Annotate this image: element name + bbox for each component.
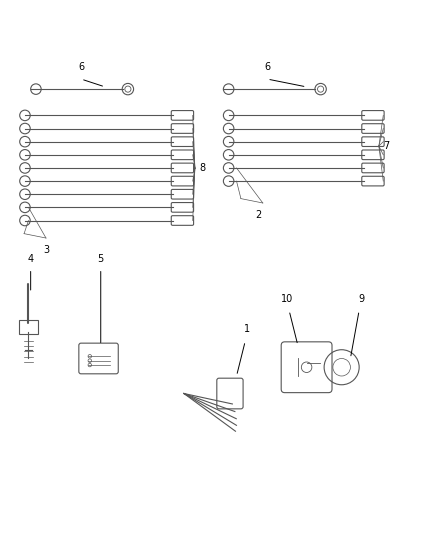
Text: 6: 6 (264, 62, 270, 72)
Text: 4: 4 (28, 254, 34, 264)
Text: 6: 6 (78, 62, 84, 72)
Text: 1: 1 (244, 325, 251, 334)
Text: 9: 9 (358, 294, 364, 304)
Text: 5: 5 (98, 254, 104, 264)
Text: 7: 7 (383, 141, 389, 151)
Text: 2: 2 (255, 209, 261, 220)
Text: 10: 10 (281, 294, 293, 304)
Text: 8: 8 (199, 163, 205, 173)
Text: 3: 3 (43, 245, 49, 255)
